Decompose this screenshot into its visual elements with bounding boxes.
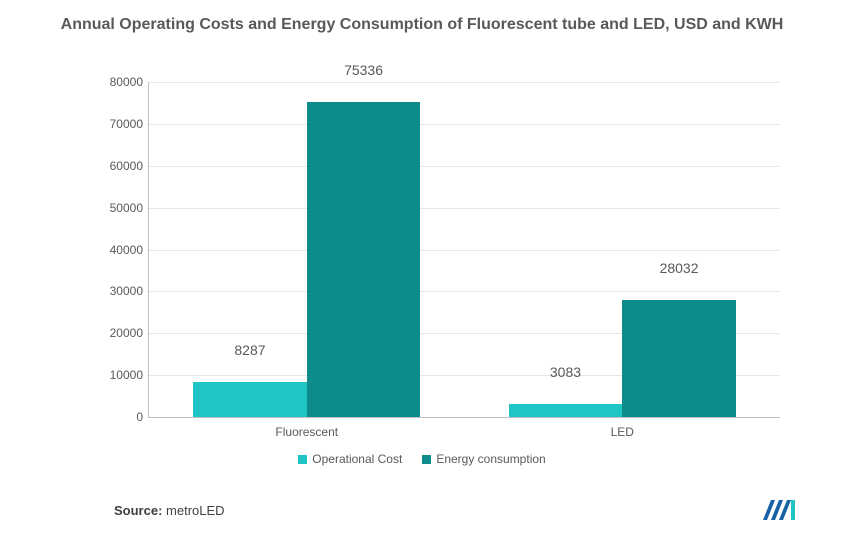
chart-title: Annual Operating Costs and Energy Consum… (0, 0, 844, 36)
y-axis-tick: 40000 (93, 243, 143, 257)
x-axis-tick: Fluorescent (275, 425, 338, 439)
bar (307, 102, 421, 417)
legend-label: Operational Cost (312, 452, 402, 466)
bar (509, 404, 623, 417)
legend-swatch (298, 455, 307, 464)
gridline (149, 291, 780, 292)
y-axis-tick: 10000 (93, 368, 143, 382)
bar-value-label: 28032 (660, 260, 699, 280)
y-axis-tick: 60000 (93, 159, 143, 173)
gridline (149, 250, 780, 251)
source-attribution: Source: metroLED (114, 503, 225, 518)
y-axis-tick: 20000 (93, 326, 143, 340)
x-axis-tick: LED (611, 425, 634, 439)
source-label: Source: (114, 503, 162, 518)
chart-area: 0100002000030000400005000060000700008000… (90, 82, 780, 442)
gridline (149, 124, 780, 125)
brand-logo (762, 498, 796, 522)
source-value: metroLED (166, 503, 225, 518)
gridline (149, 208, 780, 209)
gridline (149, 82, 780, 83)
bar-value-label: 75336 (344, 62, 383, 82)
legend: Operational Cost Energy consumption (0, 452, 844, 467)
gridline (149, 166, 780, 167)
y-axis-tick: 0 (93, 410, 143, 424)
legend-item: Energy consumption (422, 452, 545, 466)
plot-area: 0100002000030000400005000060000700008000… (148, 82, 780, 418)
bar (193, 382, 307, 417)
legend-label: Energy consumption (436, 452, 545, 466)
bar-value-label: 8287 (234, 342, 265, 362)
bar (622, 300, 736, 417)
legend-item: Operational Cost (298, 452, 402, 466)
y-axis-tick: 50000 (93, 201, 143, 215)
bar-value-label: 3083 (550, 364, 581, 384)
y-axis-tick: 80000 (93, 75, 143, 89)
legend-swatch (422, 455, 431, 464)
y-axis-tick: 30000 (93, 284, 143, 298)
y-axis-tick: 70000 (93, 117, 143, 131)
